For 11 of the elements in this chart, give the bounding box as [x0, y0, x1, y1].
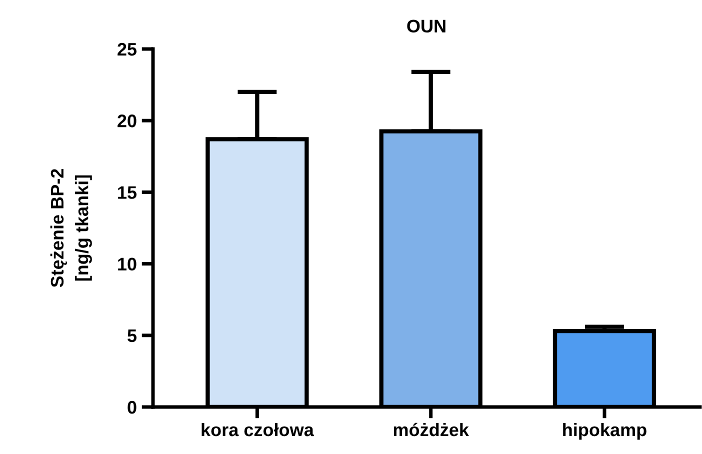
- chart-title: OUN: [407, 20, 446, 33]
- y-tick-label: 5: [128, 330, 137, 342]
- y-axis-title: Stężenie BP-2 [ng/g tkanki]: [50, 169, 92, 288]
- y-tick-label: 20: [118, 114, 136, 128]
- y-tick-label: 15: [118, 186, 137, 199]
- y-tick-label: 25: [118, 42, 137, 56]
- x-tick-label: kora czołowa: [202, 422, 314, 436]
- x-tick-label: hipokamp: [563, 422, 646, 440]
- x-tick-label: móżdżek: [394, 422, 469, 436]
- y-tick-label: 10: [118, 258, 136, 271]
- y-tick-label: 0: [128, 400, 136, 414]
